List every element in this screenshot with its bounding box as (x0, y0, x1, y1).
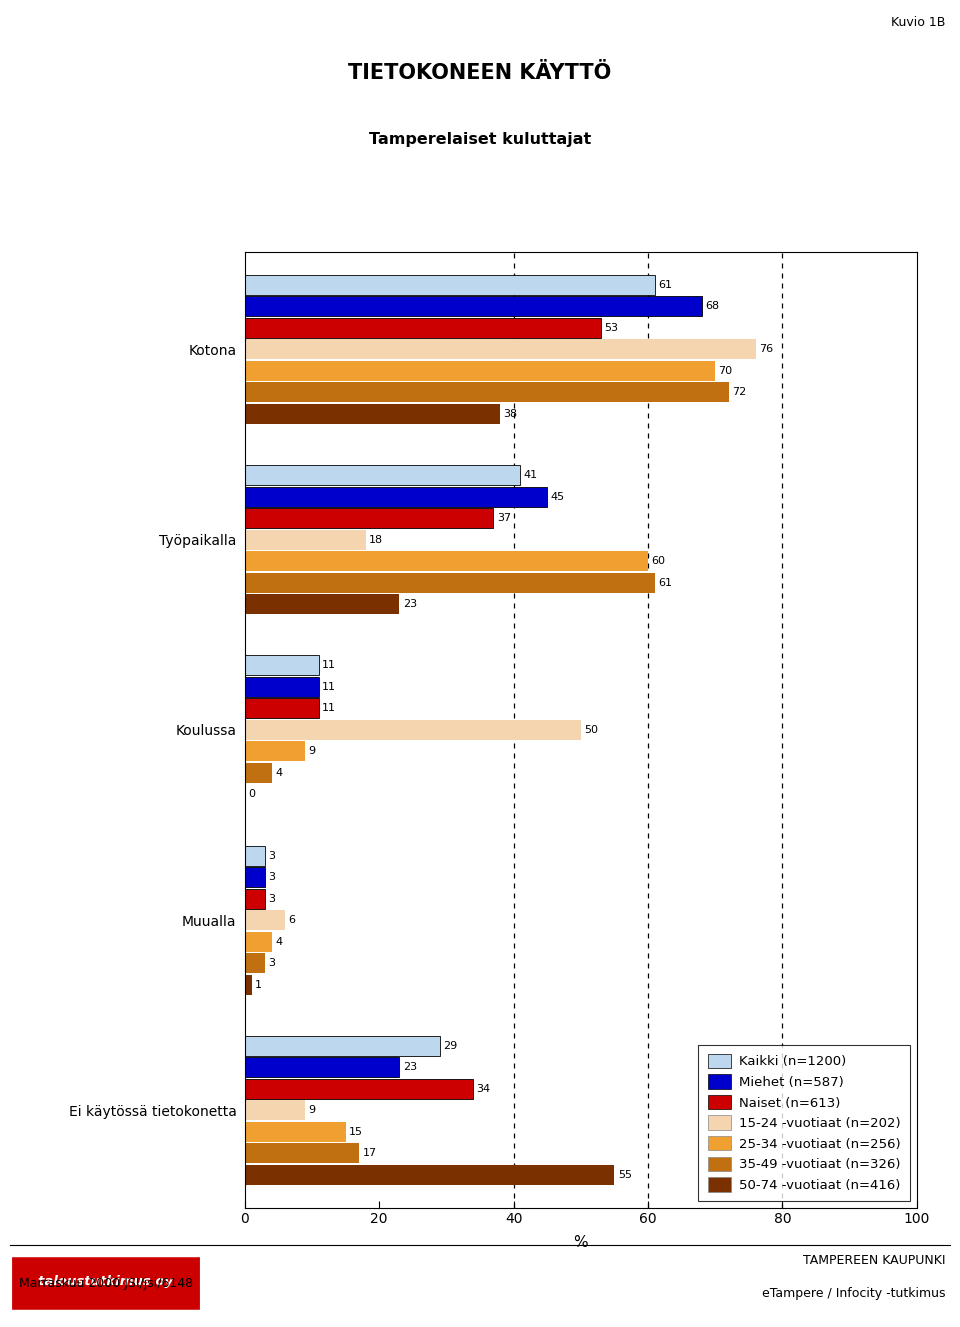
Bar (245, 974, 252, 994)
Bar (245, 910, 285, 930)
Bar (245, 1121, 346, 1141)
Text: 76: 76 (758, 345, 773, 354)
Text: 18: 18 (369, 535, 383, 544)
Text: 72: 72 (732, 387, 746, 397)
Bar (245, 742, 305, 762)
Text: 3: 3 (268, 872, 276, 882)
Text: 3: 3 (268, 958, 276, 969)
Text: 23: 23 (403, 598, 417, 609)
Text: 11: 11 (323, 703, 336, 714)
Text: 61: 61 (658, 577, 672, 588)
X-axis label: %: % (573, 1234, 588, 1250)
Text: TIETOKONEEN KÄYTTÖ: TIETOKONEEN KÄYTTÖ (348, 62, 612, 84)
Bar (245, 382, 729, 402)
Bar (245, 487, 547, 507)
Text: 68: 68 (705, 301, 719, 312)
Bar (245, 275, 655, 295)
Text: 60: 60 (651, 556, 665, 567)
Bar (245, 1079, 473, 1099)
Legend: Kaikki (n=1200), Miehet (n=587), Naiset (n=613), 15-24 -vuotiaat (n=202), 25-34 : Kaikki (n=1200), Miehet (n=587), Naiset … (699, 1044, 910, 1201)
Text: 17: 17 (362, 1148, 376, 1158)
Text: 53: 53 (605, 322, 618, 333)
Text: 0: 0 (248, 790, 255, 799)
Text: 9: 9 (309, 746, 316, 756)
Bar (245, 698, 319, 718)
Text: 41: 41 (524, 470, 538, 480)
Bar (245, 763, 272, 783)
Text: Marraskuu 2000 JSI/jsi/6148: Marraskuu 2000 JSI/jsi/6148 (19, 1277, 193, 1290)
Bar (245, 529, 366, 549)
Bar (245, 1144, 359, 1164)
Bar (245, 508, 493, 528)
Text: taloustutkimus oy: taloustutkimus oy (38, 1275, 173, 1289)
Text: 11: 11 (323, 661, 336, 670)
Bar (245, 551, 648, 571)
Bar (245, 1100, 305, 1120)
Bar (245, 845, 265, 865)
Bar (245, 1036, 440, 1056)
Text: Kuvio 1B: Kuvio 1B (891, 16, 946, 29)
Text: TAMPEREEN KAUPUNKI: TAMPEREEN KAUPUNKI (804, 1254, 946, 1267)
Bar (245, 573, 655, 593)
Text: 29: 29 (443, 1040, 457, 1051)
Text: 50: 50 (584, 725, 598, 735)
Bar (245, 594, 399, 614)
Text: 45: 45 (550, 491, 564, 502)
Text: 4: 4 (276, 937, 282, 946)
Bar (245, 867, 265, 886)
FancyBboxPatch shape (10, 1253, 202, 1314)
Text: 9: 9 (309, 1105, 316, 1115)
Text: 3: 3 (268, 893, 276, 904)
Bar (245, 403, 500, 423)
Bar (245, 466, 520, 486)
Bar (245, 953, 265, 973)
Bar (245, 340, 756, 360)
Text: 55: 55 (618, 1170, 632, 1180)
Text: 37: 37 (497, 514, 511, 523)
Text: 70: 70 (718, 366, 732, 376)
Text: 4: 4 (276, 768, 282, 778)
Text: 3: 3 (268, 851, 276, 861)
Text: 23: 23 (403, 1063, 417, 1072)
Bar (245, 889, 265, 909)
Text: 6: 6 (288, 916, 296, 925)
Bar (245, 318, 601, 338)
Text: 11: 11 (323, 682, 336, 691)
Bar (245, 1165, 614, 1185)
Text: 1: 1 (255, 979, 262, 990)
Bar (245, 361, 715, 381)
Text: 15: 15 (349, 1127, 363, 1137)
Text: Tamperelaiset kuluttajat: Tamperelaiset kuluttajat (369, 131, 591, 147)
Bar (245, 932, 272, 951)
Bar (245, 719, 581, 740)
Bar (245, 296, 702, 316)
Text: 34: 34 (476, 1084, 491, 1093)
Text: 61: 61 (658, 280, 672, 289)
Text: eTampere / Infocity -tutkimus: eTampere / Infocity -tutkimus (762, 1287, 946, 1300)
Text: 38: 38 (503, 409, 517, 419)
Bar (245, 677, 319, 697)
Bar (245, 656, 319, 675)
Bar (245, 1058, 399, 1078)
